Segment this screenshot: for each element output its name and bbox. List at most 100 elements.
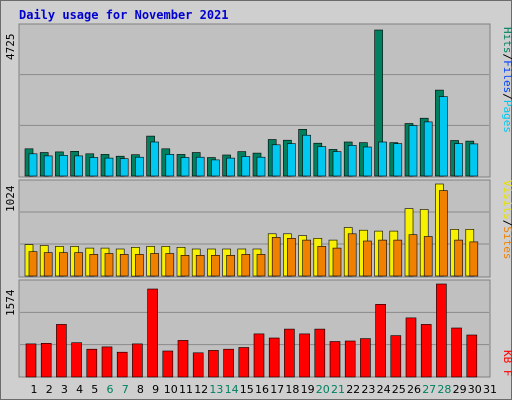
kbytes-panel-max-label: 1574 xyxy=(4,289,17,316)
day-label: 16 xyxy=(255,383,269,396)
kbytes-bar xyxy=(360,338,371,378)
day-label: 25 xyxy=(392,383,406,396)
kbytes-bar xyxy=(223,348,234,378)
day-label: 17 xyxy=(270,383,284,396)
pages-bar xyxy=(180,157,190,177)
bars-layer xyxy=(20,29,489,378)
day-label: 29 xyxy=(453,383,467,396)
pages-bar xyxy=(393,143,403,177)
pages-bar xyxy=(195,156,205,177)
day-label: 23 xyxy=(361,383,375,396)
pages-bar xyxy=(317,146,327,177)
sites-bar xyxy=(439,190,448,277)
day-label: 10 xyxy=(164,383,178,396)
sites-bar xyxy=(165,253,175,277)
kbytes-bar xyxy=(101,346,113,378)
pages-bar xyxy=(454,143,463,177)
kbytes-bar xyxy=(177,340,189,378)
legend-pages: Pages xyxy=(501,100,512,133)
pages-bar xyxy=(347,145,357,177)
kbytes-bar xyxy=(329,341,341,378)
day-label: 27 xyxy=(422,383,436,396)
sites-bar xyxy=(89,254,99,277)
kbytes-bar xyxy=(436,283,447,378)
kbytes-bar xyxy=(116,351,128,378)
sites-bar xyxy=(256,254,266,277)
day-label: 22 xyxy=(346,383,360,396)
pages-bar xyxy=(89,157,99,177)
day-label: 20 xyxy=(316,383,330,396)
sites-bar xyxy=(423,236,433,277)
day-label: 12 xyxy=(194,383,208,396)
sites-bar xyxy=(43,252,53,277)
day-label: 18 xyxy=(285,383,299,396)
legend-files: Files xyxy=(501,60,512,93)
sites-bar xyxy=(135,254,144,277)
sites-bar xyxy=(317,246,327,277)
kbytes-bar xyxy=(238,347,250,378)
sites-bar xyxy=(28,251,38,277)
kbytes-panel-legend: KB F xyxy=(501,350,512,377)
day-label: 11 xyxy=(179,383,193,396)
kbytes-bar xyxy=(420,324,432,378)
day-label: 4 xyxy=(76,383,83,396)
legend-hits: Hits xyxy=(501,27,512,54)
sites-bar xyxy=(408,234,418,277)
sites-bar xyxy=(74,252,83,277)
day-label: 21 xyxy=(331,383,345,396)
sites-bar xyxy=(469,241,479,277)
pages-bar xyxy=(135,156,144,177)
pages-bar xyxy=(469,143,479,177)
kbytes-bar xyxy=(86,348,98,378)
pages-bar xyxy=(165,154,175,177)
sites-bar xyxy=(393,239,403,277)
kbytes-bar xyxy=(268,337,280,378)
day-label: 1 xyxy=(31,383,38,396)
day-label: 31 xyxy=(483,383,497,396)
day-label: 9 xyxy=(152,383,159,396)
pages-bar xyxy=(119,158,129,177)
day-label: 7 xyxy=(122,383,129,396)
pages-bar xyxy=(302,134,311,177)
sites-bar xyxy=(241,254,251,277)
pages-bar xyxy=(439,96,448,177)
kbytes-bar xyxy=(405,317,417,378)
legend-visits: Visits xyxy=(501,180,512,220)
day-label: 5 xyxy=(91,383,98,396)
kbytes-bar xyxy=(162,350,174,378)
sites-bar xyxy=(378,239,387,277)
sites-bar xyxy=(271,237,281,277)
kbytes-bar xyxy=(132,343,143,378)
day-labels: 1 2 3 4 5 6 7 8 9 10 11 12 13 14 15 16 17 18 19 20 21 22 23 24 2… xyxy=(31,383,498,396)
pages-bar xyxy=(378,141,387,177)
kbytes-bar xyxy=(466,334,478,378)
pages-bar xyxy=(271,144,281,177)
sites-bar xyxy=(150,253,159,277)
sites-bar xyxy=(454,239,463,277)
kbytes-bar xyxy=(344,340,356,378)
kbytes-bar xyxy=(314,328,326,378)
kbytes-bar xyxy=(284,328,295,378)
kbytes-bar xyxy=(56,324,67,378)
sites-bar xyxy=(332,247,342,277)
sites-bar xyxy=(211,255,220,277)
pages-bar xyxy=(59,155,68,177)
kbytes-bar xyxy=(375,303,386,378)
kbytes-bar xyxy=(25,343,37,378)
pages-bar xyxy=(43,155,53,177)
pages-bar xyxy=(363,146,372,177)
day-label: 8 xyxy=(137,383,144,396)
kbytes-bar xyxy=(208,350,219,378)
sites-bar xyxy=(287,238,296,277)
day-label: 28 xyxy=(437,383,451,396)
pages-bar xyxy=(423,121,433,177)
chart-title: Daily usage for November 2021 xyxy=(19,8,229,22)
sites-bar xyxy=(363,240,372,277)
pages-bar xyxy=(211,159,220,177)
hits-panel-legend: Hits/Files/Pages xyxy=(501,27,512,133)
day-label: 24 xyxy=(377,383,391,396)
day-label: 3 xyxy=(61,383,68,396)
legend-sites: Sites xyxy=(501,226,512,259)
pages-bar xyxy=(256,156,266,177)
kbytes-bar xyxy=(451,327,462,378)
